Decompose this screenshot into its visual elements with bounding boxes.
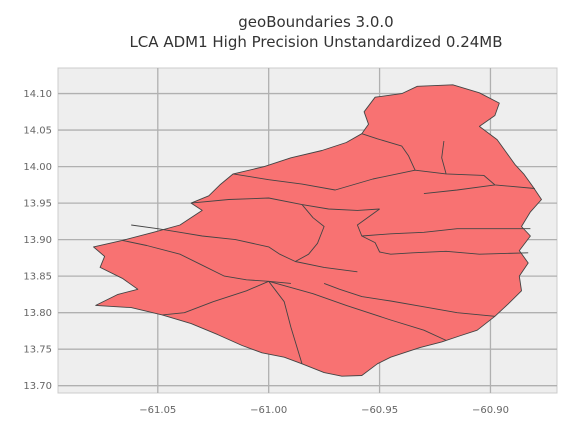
y-tick-label: 13.75 <box>23 345 52 356</box>
y-tick-label: 13.95 <box>23 199 52 210</box>
district-border <box>162 280 269 316</box>
y-tick-label: 13.85 <box>23 272 52 283</box>
axis-tick-labels: −61.05 −61.00 −60.95 −60.90 13.70 13.75 13.80 1… <box>23 89 509 416</box>
district-border <box>356 208 529 255</box>
x-tick-label: −60.95 <box>361 405 398 416</box>
x-tick-label: −60.90 <box>472 405 509 416</box>
figure-title-line2: LCA ADM1 High Precision Unstandardized 0… <box>129 33 502 51</box>
figure-title-line1: geoBoundaries 3.0.0 <box>238 13 393 31</box>
island-outline <box>93 84 542 377</box>
y-tick-label: 14.10 <box>23 89 52 100</box>
x-tick-label: −61.05 <box>139 405 176 416</box>
x-tick-label: −61.00 <box>250 405 287 416</box>
y-tick-label: 14.00 <box>23 162 52 173</box>
district-border <box>441 140 447 175</box>
district-border <box>268 281 303 364</box>
district-border <box>295 204 325 262</box>
district-borders <box>122 133 535 364</box>
district-border <box>323 282 495 317</box>
district-border <box>423 184 495 195</box>
y-tick-label: 13.90 <box>23 235 52 246</box>
district-border <box>361 133 416 171</box>
district-border <box>361 228 531 237</box>
y-tick-label: 13.80 <box>23 308 52 319</box>
y-tick-label: 13.70 <box>23 381 52 392</box>
y-tick-label: 14.05 <box>23 126 52 137</box>
district-border <box>268 280 447 341</box>
district-border <box>122 239 291 284</box>
district-border <box>233 169 535 191</box>
district-border <box>131 224 358 273</box>
